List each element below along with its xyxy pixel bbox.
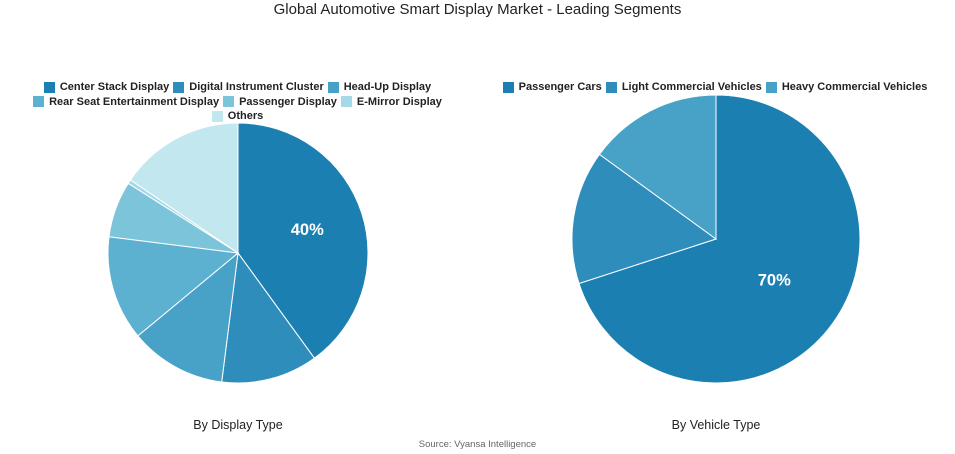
legend-vehicle-type: Passenger Cars Light Commercial Vehicles… [480, 80, 950, 95]
pie-slice [578, 94, 861, 384]
legend-label: Rear Seat Entertainment Display [49, 95, 220, 108]
legend-swatch [223, 96, 235, 108]
legend-swatch [502, 81, 514, 93]
legend-swatch [173, 81, 185, 93]
legend-label: Digital Instrument Cluster [189, 81, 324, 94]
legend-item: Digital Instrument Cluster [173, 81, 324, 94]
legend-label: Head-Up Display [343, 81, 432, 94]
legend-display-type: Center Stack Display Digital Instrument … [10, 80, 465, 124]
legend-item: Passenger Cars [502, 81, 602, 94]
pie-slice [237, 122, 369, 359]
legend-item: Rear Seat Entertainment Display [33, 96, 219, 108]
legend-label: E-Mirror Display [356, 95, 442, 108]
pie-slice [137, 251, 239, 383]
legend-label: Others [227, 110, 264, 123]
legend-label: Heavy Commercial Vehicles [781, 81, 928, 94]
legend-swatch [340, 96, 352, 108]
data-label: 70% [758, 272, 791, 290]
pie-slice [221, 251, 316, 384]
legend-label: Passenger Cars [518, 81, 602, 94]
legend-label: Center Stack Display [59, 81, 170, 94]
legend-item: Head-Up Display [327, 81, 432, 94]
pie-slice [598, 94, 717, 240]
source-note: Source: Vyansa Intelligence [418, 439, 537, 450]
pie-slice [107, 236, 240, 337]
legend-swatch [43, 81, 55, 93]
subtitle-display-type: By Display Type [193, 418, 283, 432]
legend-swatch [605, 81, 617, 93]
legend-swatch [327, 81, 339, 93]
legend-item: E-Mirror Display [340, 95, 442, 108]
legend-item: Others [211, 110, 264, 123]
legend-item: Center Stack Display [43, 81, 170, 94]
legend-label: Passenger Display [239, 95, 337, 108]
data-label: 40% [291, 221, 324, 239]
pie-slice [129, 122, 239, 254]
legend-item: Passenger Display [223, 96, 337, 108]
legend-item: Heavy Commercial Vehicles [765, 81, 928, 94]
legend-swatch [765, 81, 777, 93]
legend-swatch [33, 96, 45, 108]
subtitle-vehicle-type: By Vehicle Type [671, 418, 761, 432]
pie-slice [571, 153, 718, 285]
legend-label: Light Commercial Vehicles [621, 81, 762, 94]
legend-item: Light Commercial Vehicles [605, 81, 762, 94]
legend-swatch [211, 110, 223, 122]
chart-title: Global Automotive Smart Display Market -… [273, 1, 682, 18]
